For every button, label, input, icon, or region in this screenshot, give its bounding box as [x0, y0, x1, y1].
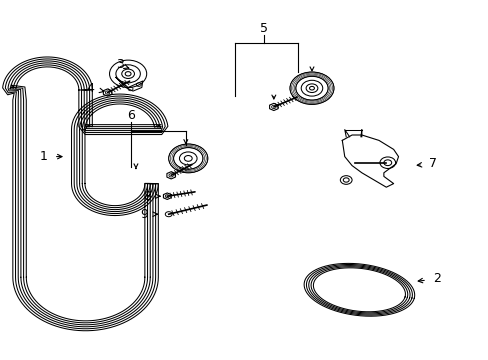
- Text: 9: 9: [140, 208, 147, 221]
- Text: 8: 8: [142, 190, 150, 203]
- Text: 3: 3: [116, 58, 123, 71]
- Text: 4: 4: [86, 82, 94, 95]
- Text: 1: 1: [40, 150, 48, 163]
- Text: 2: 2: [432, 273, 440, 285]
- Text: 7: 7: [428, 157, 436, 170]
- Text: 5: 5: [260, 22, 267, 35]
- Text: 6: 6: [127, 109, 135, 122]
